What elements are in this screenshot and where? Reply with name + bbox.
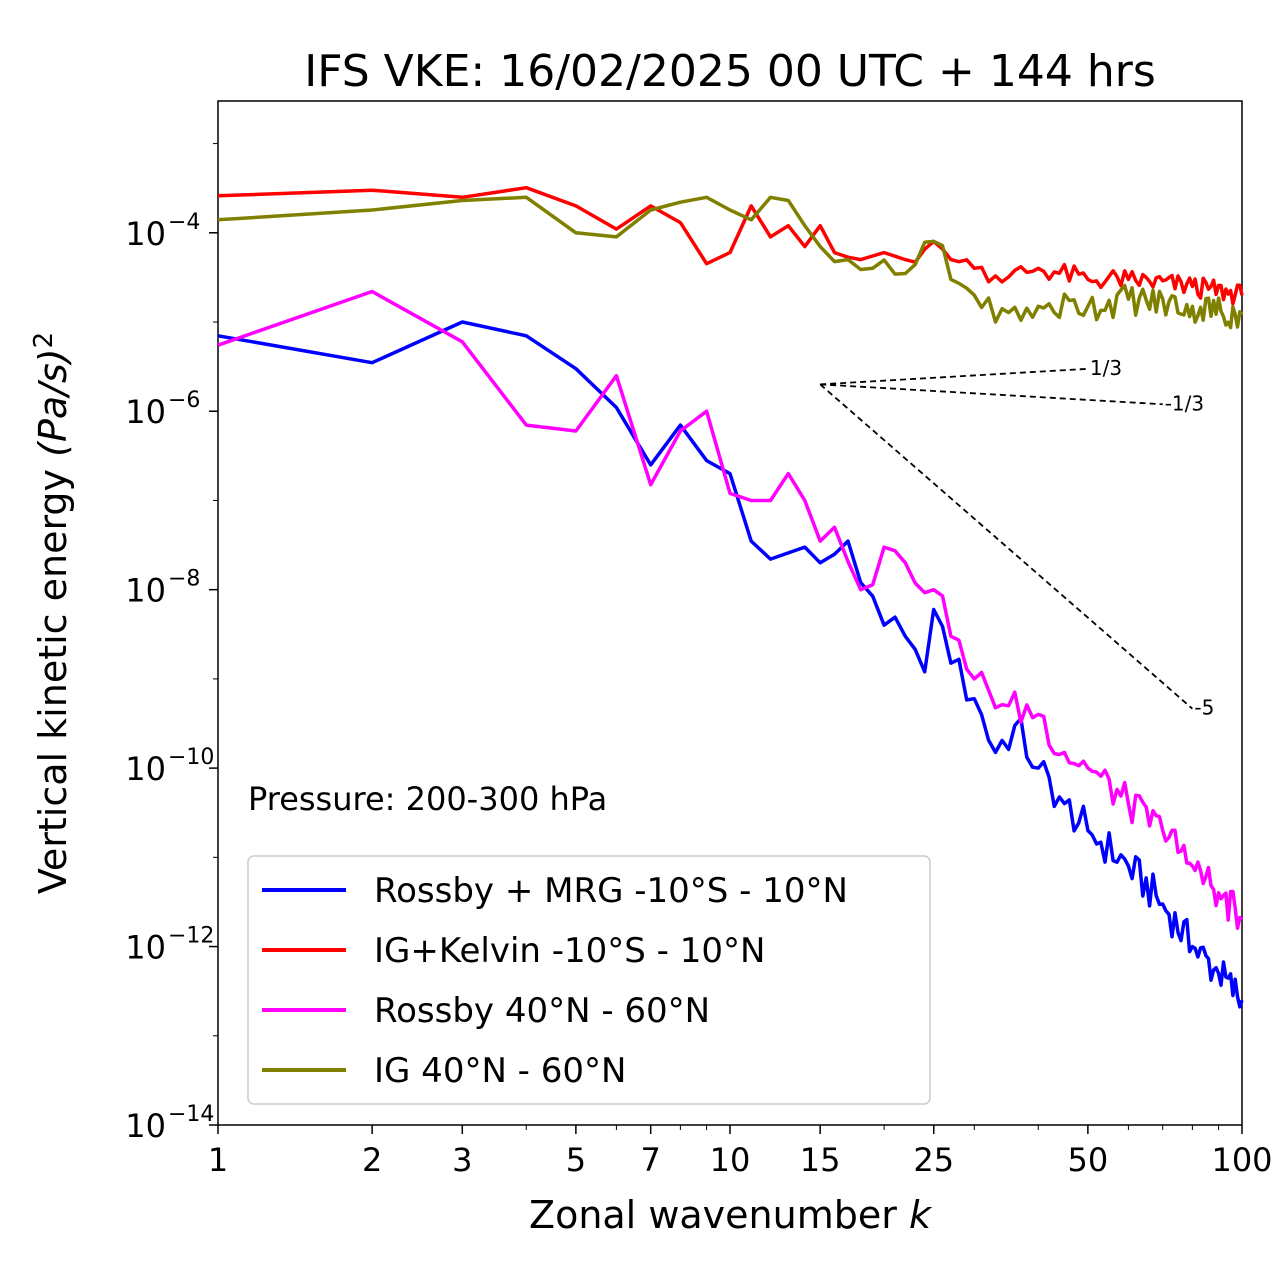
x-tick-label: 3	[452, 1141, 472, 1179]
y-tick-exponent: −8	[168, 567, 200, 592]
y-tick-label: 10	[125, 572, 166, 610]
reference-line-1	[820, 367, 1088, 386]
x-tick-label: 5	[566, 1141, 586, 1179]
x-tick-label: 1	[208, 1141, 228, 1179]
legend-box	[247, 855, 931, 1105]
series-lines	[217, 185, 1244, 1009]
reference-line-3	[819, 383, 1193, 710]
reference-label-1: 1/3	[1090, 356, 1122, 380]
x-tick-label: 15	[800, 1141, 841, 1179]
x-axis-label: Zonal wavenumber k	[529, 1193, 933, 1237]
y-tick-exponent: −12	[168, 924, 214, 949]
legend-label-1: Rossby + MRG -10°S - 10°N	[374, 871, 848, 911]
x-tick-label: 2	[362, 1141, 382, 1179]
y-tick-exponent: −14	[168, 1102, 214, 1127]
y-tick-exponent: −6	[168, 388, 200, 413]
legend-label-4: IG 40°N - 60°N	[374, 1051, 626, 1091]
series-line-4	[217, 195, 1244, 330]
y-tick-label: 10	[125, 393, 166, 431]
chart-title: IFS VKE: 16/02/2025 00 UTC + 144 hrs	[304, 46, 1156, 97]
series-line-2	[217, 185, 1244, 306]
reference-label-3: -5	[1194, 696, 1214, 720]
legend: Rossby + MRG -10°S - 10°N IG+Kelvin -10°S…	[247, 855, 931, 1105]
legend-label-3: Rossby 40°N - 60°N	[374, 991, 710, 1031]
pressure-annotation: Pressure: 200-300 hPa	[248, 780, 607, 818]
y-tick-label: 10	[125, 1107, 166, 1145]
y-axis-label: Vertical kinetic energy (Pa/s)2	[29, 332, 75, 894]
y-tick-label: 10	[125, 929, 166, 967]
y-tick-label: 10	[125, 215, 166, 253]
x-tick-label: 100	[1211, 1141, 1272, 1179]
y-tick-exponent: −10	[168, 745, 214, 770]
reference-label-2: -1/3	[1165, 391, 1204, 415]
reference-slopes: 1/3 -1/3 -5	[819, 356, 1214, 720]
x-tick-label: 50	[1068, 1141, 1109, 1179]
series-line-3	[217, 289, 1244, 930]
x-tick-label: 7	[641, 1141, 661, 1179]
x-axis-ticks: 1 2 3 5 7 10 15 25 50 100	[208, 1125, 1273, 1179]
legend-label-2: IG+Kelvin -10°S - 10°N	[374, 931, 765, 971]
y-tick-exponent: −4	[168, 210, 200, 235]
y-tick-label: 10	[125, 750, 166, 788]
x-tick-label: 10	[710, 1141, 751, 1179]
reference-line-2	[820, 383, 1163, 406]
series-line-1	[217, 320, 1244, 1009]
x-tick-label: 25	[913, 1141, 954, 1179]
